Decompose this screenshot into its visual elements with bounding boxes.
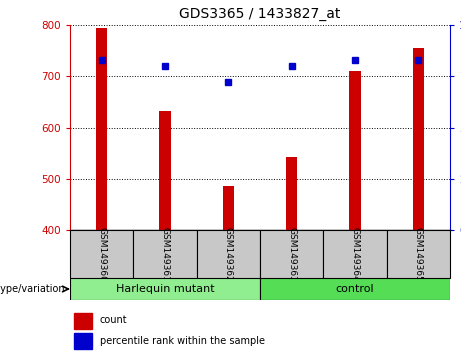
Bar [260,230,323,278]
Title: GDS3365 / 1433827_at: GDS3365 / 1433827_at [179,7,341,21]
Bar [70,278,260,300]
Bar [70,230,133,278]
Bar [133,230,197,278]
Text: GSM149362: GSM149362 [224,227,233,281]
Bar [413,48,424,230]
Text: GSM149360: GSM149360 [97,227,106,281]
Bar [96,28,107,230]
Bar [349,71,361,230]
Bar [160,111,171,230]
Text: GSM149365: GSM149365 [414,227,423,281]
Text: genotype/variation: genotype/variation [0,284,65,294]
Text: Harlequin mutant: Harlequin mutant [116,284,214,294]
Text: GSM149361: GSM149361 [160,227,170,281]
Bar [197,230,260,278]
Text: count: count [100,315,127,325]
Text: GSM149363: GSM149363 [287,227,296,281]
Text: percentile rank within the sample: percentile rank within the sample [100,336,265,346]
Bar [323,230,387,278]
Bar [74,313,92,329]
Bar [286,157,297,230]
Text: control: control [336,284,374,294]
Bar [74,333,92,349]
Bar [223,187,234,230]
Text: GSM149364: GSM149364 [350,227,360,281]
Bar [260,278,450,300]
Bar [387,230,450,278]
